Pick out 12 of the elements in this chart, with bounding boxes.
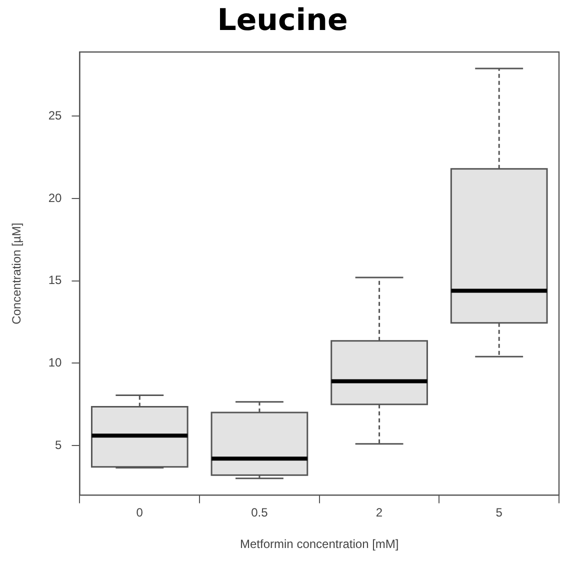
y-tick-label: 25 bbox=[48, 108, 62, 123]
y-tick-label: 5 bbox=[55, 438, 62, 452]
y-tick-label: 10 bbox=[48, 355, 62, 370]
y-axis-title: Concentration [µM] bbox=[10, 222, 24, 324]
x-tick-label: 2 bbox=[376, 506, 383, 520]
x-tick-label: 0 bbox=[136, 506, 144, 520]
chart-title: Leucine bbox=[217, 2, 348, 38]
y-tick-label: 15 bbox=[48, 273, 62, 288]
x-tick-label: 5 bbox=[496, 506, 503, 520]
y-tick-label: 20 bbox=[48, 190, 62, 205]
x-tick-label: 0.5 bbox=[251, 506, 268, 520]
x-axis-title: Metformin concentration [mM] bbox=[240, 537, 399, 552]
